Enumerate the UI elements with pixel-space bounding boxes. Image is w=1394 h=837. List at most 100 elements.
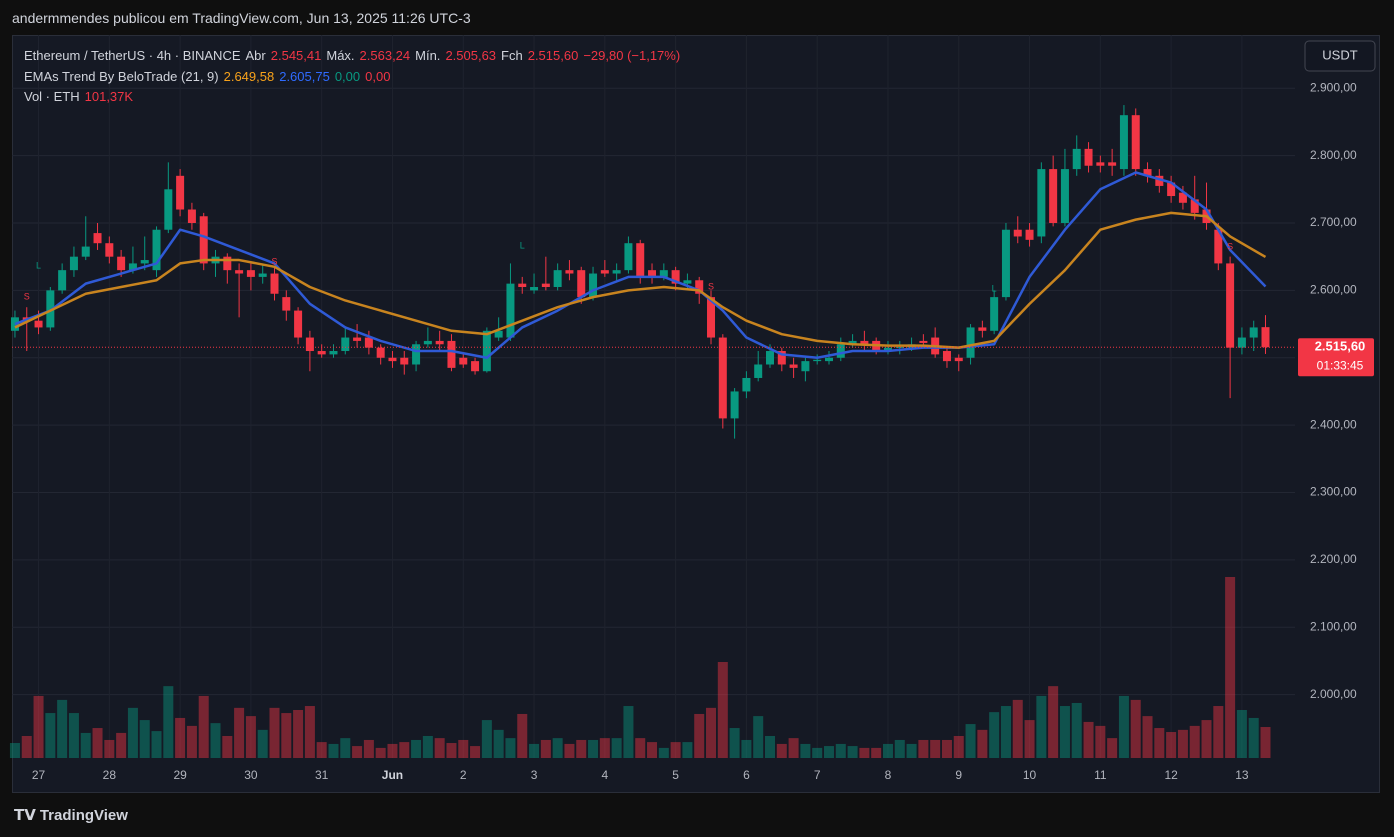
candle-body <box>978 327 987 331</box>
candle-body <box>1237 337 1246 348</box>
candle-body <box>1119 115 1128 170</box>
y-tick-label: 2.900,00 <box>1310 80 1357 94</box>
legend-item: −29,80 (−1,17%) <box>583 48 681 63</box>
candle-body <box>718 337 727 419</box>
candle-body <box>494 330 503 338</box>
candle-body <box>187 209 196 223</box>
volume-bar <box>281 713 292 758</box>
legend-item: 0,00 <box>365 68 391 84</box>
currency-button[interactable] <box>1304 40 1376 72</box>
candle-body <box>1143 169 1152 176</box>
candle-body <box>176 175 185 210</box>
legend-item: 2.605,75 <box>279 68 330 84</box>
candle-body <box>707 297 716 338</box>
candle-body <box>1131 115 1140 170</box>
volume-bar <box>198 695 209 758</box>
x-tick-label: 11 <box>1094 768 1107 782</box>
x-tick-label: 8 <box>885 768 892 782</box>
candle-body <box>34 320 43 328</box>
volume-bar <box>576 739 587 758</box>
candle-body <box>659 270 668 277</box>
footer-text: TradingView <box>39 807 128 824</box>
candle-body <box>766 351 775 365</box>
candle-body <box>636 243 645 277</box>
candle-body <box>648 270 657 277</box>
volume-bar <box>1130 699 1141 758</box>
volume-bar <box>387 743 398 758</box>
candle-body <box>1013 229 1022 237</box>
volume-bar <box>812 747 823 758</box>
candle-body <box>1214 229 1223 264</box>
candle-body <box>990 297 999 331</box>
candle-body <box>824 357 833 362</box>
volume-bar <box>328 743 339 758</box>
volume-bar <box>127 707 138 758</box>
legend-item: Vol · ETH <box>24 89 80 104</box>
last-price-label: 2.515,60 <box>1315 339 1366 354</box>
volume-bar <box>1225 577 1236 758</box>
candle-body <box>1249 327 1258 338</box>
legend-item: 2.505,63 <box>445 48 497 63</box>
signal-label: S <box>1227 242 1233 252</box>
volume-bar <box>882 743 893 758</box>
candle-body <box>69 256 78 271</box>
candle-body <box>848 340 857 345</box>
countdown-label: 01:33:45 <box>1317 358 1364 372</box>
volume-bar <box>399 742 410 758</box>
volume-bar <box>906 743 917 758</box>
x-tick-label: 2 <box>460 768 467 782</box>
candle-body <box>164 189 173 230</box>
volume-bar <box>245 716 256 758</box>
candle-body <box>801 361 810 372</box>
volume-bar <box>104 739 115 758</box>
volume-bar <box>1189 725 1200 758</box>
volume-bar <box>706 707 717 758</box>
candle-body <box>1049 169 1058 223</box>
candle-body <box>140 260 149 264</box>
volume-bar <box>293 709 304 758</box>
signal-label: S <box>24 291 30 301</box>
legend-item: 2.515,60 <box>527 48 579 63</box>
legend-row: EMAs Trend By BeloTrade (21, 9) 2.649,58 2… <box>24 67 685 88</box>
legend-row: Vol · ETH 101,37K <box>24 87 685 108</box>
candle-body <box>600 270 609 274</box>
y-tick-label: 2.100,00 <box>1310 619 1357 633</box>
x-tick-label: 7 <box>814 768 821 782</box>
candle-body <box>683 280 692 284</box>
volume-bar <box>505 738 516 758</box>
candle-body <box>1108 162 1117 166</box>
y-tick-label: 2.600,00 <box>1310 283 1357 297</box>
volume-bar <box>1095 725 1106 758</box>
volume-bar <box>788 738 799 758</box>
candle-body <box>258 273 267 277</box>
volume-bar <box>446 743 457 758</box>
volume-bar <box>977 729 988 758</box>
x-tick-label: 13 <box>1235 768 1249 782</box>
candle-body <box>388 357 397 362</box>
volume-bar <box>1248 717 1259 758</box>
legend-item: Máx. <box>326 48 355 63</box>
x-tick-label: 27 <box>32 768 46 782</box>
volume-bar <box>352 746 363 758</box>
candle-body <box>553 270 562 288</box>
candle-body <box>895 346 904 348</box>
candle-body <box>294 310 303 338</box>
volume-bar <box>871 747 882 758</box>
volume-bar <box>1166 732 1177 758</box>
candle-body <box>246 270 255 277</box>
candle-body <box>789 364 798 368</box>
y-tick-label: 2.300,00 <box>1310 485 1357 499</box>
candle-body <box>695 280 704 294</box>
volume-bar <box>210 723 221 758</box>
signal-label: L <box>992 283 997 293</box>
x-tick-label: 3 <box>531 768 538 782</box>
candle-body <box>1178 192 1187 203</box>
volume-bar <box>635 738 646 758</box>
candle-body <box>1060 169 1069 223</box>
volume-bar <box>9 743 20 758</box>
candle-body <box>10 317 19 331</box>
candle-body <box>1072 148 1081 170</box>
candle-body <box>1037 169 1046 237</box>
